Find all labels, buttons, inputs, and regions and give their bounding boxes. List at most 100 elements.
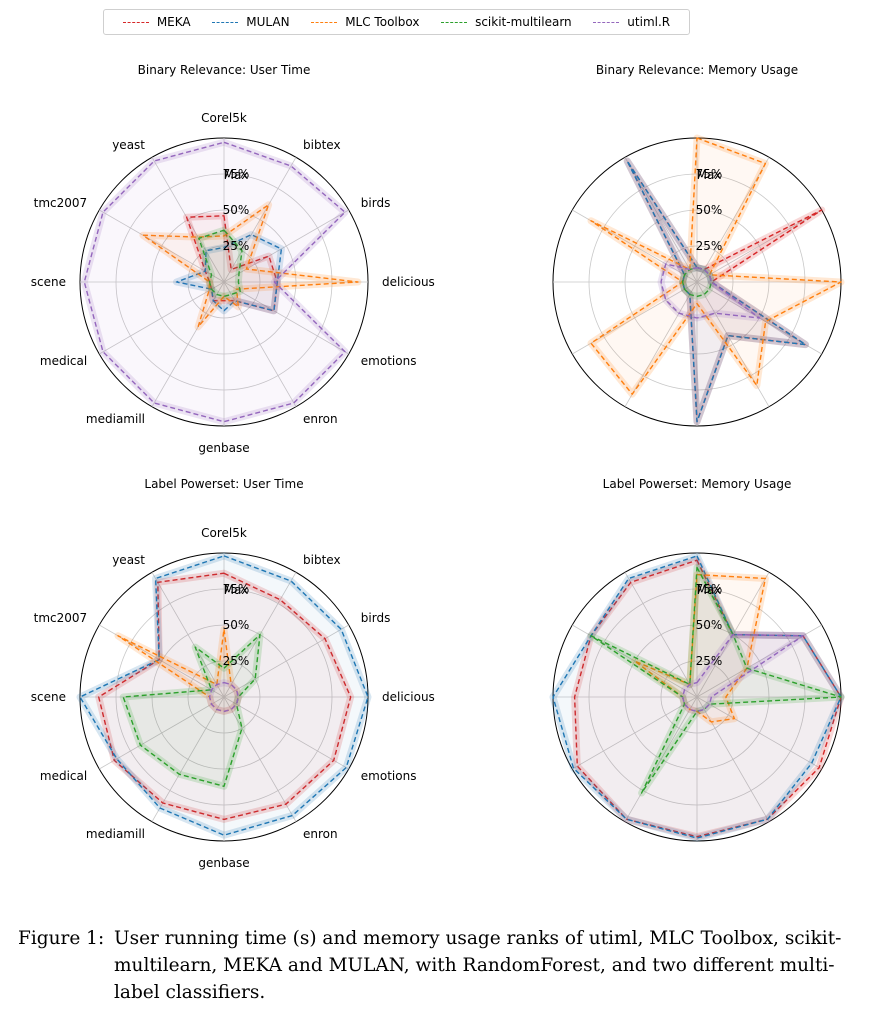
legend-item: scikit-multilearn (441, 15, 572, 29)
category-label: genbase (198, 856, 249, 870)
category-label: medical (40, 354, 87, 368)
legend-item: MULAN (212, 15, 290, 29)
caption-label: Figure 1: (18, 928, 105, 949)
series-band (76, 552, 372, 839)
spoke (696, 696, 822, 770)
category-label: mediamill (86, 412, 145, 426)
radar-charts: 25%50%75%MaxCorel5kbibtexbirdsdeliciouse… (31, 111, 845, 870)
radial-tick-label: Max (224, 168, 249, 182)
radial-tick-label: 25% (696, 654, 723, 668)
spoke (696, 209, 822, 283)
spoke (99, 209, 225, 283)
radial-tick-label: 25% (696, 239, 723, 253)
category-label: scene (31, 275, 66, 289)
chart-title: Label Powerset: Memory Usage (602, 477, 792, 491)
radar-chart: 25% 50% 75%Max (549, 552, 845, 842)
category-label: bibtex (303, 553, 341, 567)
series-line (681, 266, 713, 298)
category-label: emotions (361, 769, 417, 783)
spoke (223, 696, 297, 822)
legend-swatch (441, 21, 468, 23)
series-line (97, 572, 352, 821)
category-label: scene (31, 690, 66, 704)
legend-swatch (122, 21, 149, 23)
category-label: delicious (382, 690, 435, 704)
radar-chart: 25% 50% 75%Max (552, 134, 845, 427)
series-line (208, 681, 240, 713)
legend-label: scikit-multilearn (475, 15, 572, 29)
series-line (660, 263, 761, 319)
figure-caption: Figure 1: User running time (s) and memo… (18, 925, 880, 1006)
radial-tick-label: Max (697, 583, 722, 597)
radial-tick-label: 50% (223, 203, 250, 217)
category-label: enron (303, 412, 338, 426)
series-line (122, 633, 261, 787)
legend-swatch (311, 21, 338, 23)
spoke (99, 696, 225, 770)
category-label: birds (361, 611, 391, 625)
spoke (223, 624, 349, 698)
legend-item: MEKA (122, 15, 191, 29)
category-label: tmc2007 (34, 611, 88, 625)
series-line (142, 203, 359, 328)
spoke (223, 209, 349, 283)
chart-title: Binary Relevance: Memory Usage (595, 63, 799, 77)
category-label: Corel5k (201, 111, 247, 125)
series-line (590, 566, 842, 794)
radial-tick-label: 75% (223, 167, 250, 181)
spoke (696, 696, 770, 822)
spoke (624, 157, 698, 283)
spoke (223, 157, 297, 283)
category-label: bibtex (303, 138, 341, 152)
category-label: genbase (198, 441, 249, 455)
radial-tick-label: Max (697, 168, 722, 182)
radial-tick-label: 50% (696, 618, 723, 632)
spoke (223, 281, 297, 407)
caption-text: User running time (s) and memory usage r… (114, 928, 842, 1003)
spoke (624, 281, 698, 407)
chart-legend: MEKA MULAN MLC Toolbox scikit-multilearn uti… (103, 9, 690, 35)
series-band (80, 138, 349, 426)
radial-tick-label: 75% (696, 167, 723, 181)
category-label: Corel5k (201, 526, 247, 540)
category-label: yeast (112, 138, 145, 152)
series-line (681, 633, 804, 713)
spoke (572, 281, 698, 355)
series-line (590, 137, 842, 395)
spoke (151, 572, 225, 698)
spoke (624, 696, 698, 822)
radial-tick-label: Max (224, 583, 249, 597)
category-label: yeast (112, 553, 145, 567)
chart-title: Binary Relevance: User Time (137, 63, 311, 77)
series-line (175, 233, 283, 312)
radial-tick-label: 50% (696, 203, 723, 217)
legend-item: MLC Toolbox (311, 15, 419, 29)
spoke (99, 281, 225, 355)
legend-label: MEKA (156, 15, 191, 29)
spoke (572, 696, 698, 770)
category-label: medical (40, 769, 87, 783)
spoke (624, 572, 698, 698)
radial-tick-label: 75% (696, 582, 723, 596)
series-line (198, 229, 243, 298)
legend-swatch (593, 21, 620, 23)
chart-title: Label Powerset: User Time (144, 477, 304, 491)
radar-chart: 25% 50% 75%Max Corel5k bibtex birds delicious e… (31, 526, 435, 870)
spoke (151, 696, 225, 822)
radial-tick-label: 25% (223, 654, 250, 668)
legend-label: MLC Toolbox (345, 15, 420, 29)
category-label: enron (303, 827, 338, 841)
radial-tick-label: 25% (223, 239, 250, 253)
legend-item: utiml.R (593, 15, 670, 29)
spoke (151, 281, 225, 407)
spoke (223, 696, 349, 770)
radial-tick-label: 75% (223, 582, 250, 596)
spoke (696, 281, 770, 407)
radar-chart: 25% 50% 75%Max Corel5k bibtex birds delicious e… (31, 111, 435, 455)
category-label: delicious (382, 275, 435, 289)
series-line (626, 160, 807, 423)
category-label: tmc2007 (34, 196, 88, 210)
legend-swatch (212, 21, 239, 23)
category-label: emotions (361, 354, 417, 368)
category-label: birds (361, 196, 391, 210)
